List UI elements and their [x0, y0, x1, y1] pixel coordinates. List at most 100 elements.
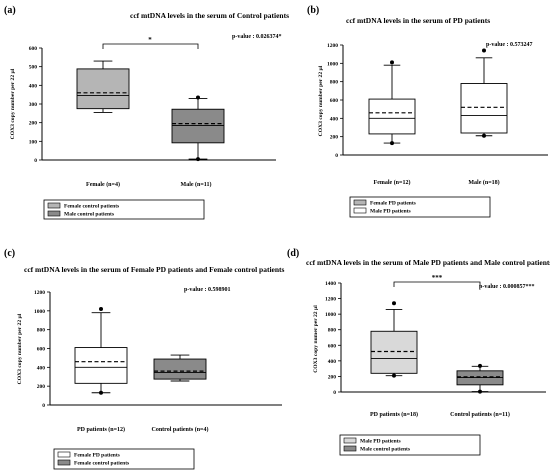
legend-label: Male control patients [360, 447, 410, 453]
p-value: p-value : 0.026374* [232, 34, 282, 40]
box-iqr [171, 108, 225, 144]
legend: Female PD patients Male PD patients [349, 196, 491, 218]
y-tick-label: 200 [328, 374, 337, 380]
outlier-point [390, 60, 394, 65]
outlier-point [99, 390, 103, 395]
outlier-point [482, 48, 486, 53]
legend-frame [339, 434, 481, 456]
panel-a: (a) ccf mtDNA levels in the serum of Cont… [4, 5, 289, 220]
legend-label: Female control patients [74, 461, 129, 467]
significance-bracket [102, 43, 199, 49]
y-tick-label: 600 [37, 347, 46, 353]
y-tick-label: 600 [328, 343, 337, 349]
y-axis-label: COX3 copy number per 22 µl [17, 313, 23, 384]
panel-letter: (c) [4, 248, 15, 259]
outlier-point [392, 373, 396, 378]
box-iqr [74, 347, 128, 384]
category-label: Control patients (n=4) [152, 426, 209, 433]
y-tick-label: 0 [42, 403, 45, 409]
legend-label: Male PD patients [360, 439, 401, 445]
y-tick-label: 0 [335, 153, 338, 159]
y-tick-label: 1000 [327, 61, 338, 67]
legend-label: Female control patients [64, 204, 119, 210]
y-tick-label: 600 [29, 46, 38, 52]
legend-swatch [353, 207, 367, 214]
y-tick-label: 0 [34, 158, 37, 164]
y-tick-label: 400 [330, 116, 339, 122]
box-iqr [153, 358, 207, 380]
category-label: Male (n=18) [468, 179, 499, 186]
y-tick-label: 1000 [325, 312, 336, 318]
y-tick-label: 800 [330, 80, 339, 86]
box-1 [456, 363, 504, 394]
legend-swatch [353, 199, 367, 206]
legend-frame [53, 448, 195, 470]
y-tick-label: 500 [29, 65, 38, 71]
chart-title: ccf mtDNA levels in the serum of PD pati… [346, 16, 490, 25]
panel-letter: (b) [307, 5, 319, 16]
outlier-point [478, 363, 482, 368]
y-tick-label: 800 [37, 328, 46, 334]
y-tick-label: 1200 [327, 43, 338, 49]
category-label: Male (n=11) [181, 181, 212, 188]
legend-swatch [47, 210, 61, 217]
box-iqr [460, 83, 508, 134]
y-tick-label: 1000 [34, 309, 45, 315]
y-tick-label: 200 [29, 121, 38, 127]
box-iqr [370, 330, 418, 374]
legend: Female control patients Male control pati… [43, 199, 205, 220]
chart-title: ccf mtDNA levels in the serum of Control… [130, 11, 289, 20]
box-1 [460, 48, 508, 138]
y-axis-label: COX3 copy number per 22 µl [318, 65, 324, 136]
legend-label: Male control patients [64, 212, 114, 218]
y-tick-label: 400 [37, 365, 46, 371]
y-tick-label: 1200 [34, 290, 45, 296]
outlier-point [196, 95, 200, 100]
box-1 [153, 354, 207, 382]
legend: Female PD patients Female control patient… [53, 448, 195, 470]
category-label: Control patients (n=11) [450, 411, 510, 418]
box-0 [368, 60, 416, 146]
legend-swatch [57, 451, 71, 458]
legend-label: Female PD patients [370, 201, 416, 207]
legend-swatch [57, 459, 71, 466]
panel-b: (b) ccf mtDNA levels in the serum of PD p… [307, 5, 548, 218]
box-0 [74, 306, 128, 395]
legend-frame [349, 196, 491, 218]
y-tick-label: 600 [330, 98, 339, 104]
y-tick-label: 400 [29, 83, 38, 89]
panel-letter: (d) [287, 248, 299, 259]
p-value: p-value : 0.000857*** [479, 284, 535, 290]
p-value: p-value : 0.598901 [184, 287, 231, 293]
chart-title: ccf mtDNA levels in the serum of Female … [24, 265, 285, 274]
category-label: Female (n=4) [86, 181, 120, 188]
outlier-point [392, 301, 396, 306]
category-label: Female (n=12) [374, 179, 411, 186]
legend-frame [43, 199, 205, 220]
outlier-point [99, 306, 103, 311]
p-value: p-value : 0.573247 [486, 42, 533, 48]
legend-swatch [343, 445, 357, 452]
y-tick-label: 1200 [325, 297, 336, 303]
outlier-point [390, 141, 394, 146]
outlier-point [196, 157, 200, 162]
outlier-point [478, 389, 482, 394]
outlier-point [482, 133, 486, 138]
significance-marker: *** [432, 274, 443, 282]
y-axis-label: COX3 copy number per 22 µl [10, 68, 16, 139]
significance-marker: * [148, 36, 152, 44]
box-iqr [76, 68, 130, 110]
category-label: PD patients (n=12) [77, 426, 125, 433]
y-tick-label: 400 [328, 359, 337, 365]
box-0 [76, 60, 130, 113]
y-axis-label: COX3 copy numer per 22 µl [313, 305, 319, 373]
legend-swatch [343, 437, 357, 444]
y-tick-label: 0 [333, 390, 336, 396]
y-tick-label: 800 [328, 328, 337, 334]
chart-title: ccf mtDNA levels in the serum of Male PD… [306, 258, 550, 267]
legend: Male PD patients Male control patients [339, 434, 481, 456]
significance-bracket [393, 281, 481, 287]
y-tick-label: 100 [29, 139, 38, 145]
category-label: PD patients (n=18) [370, 411, 418, 418]
